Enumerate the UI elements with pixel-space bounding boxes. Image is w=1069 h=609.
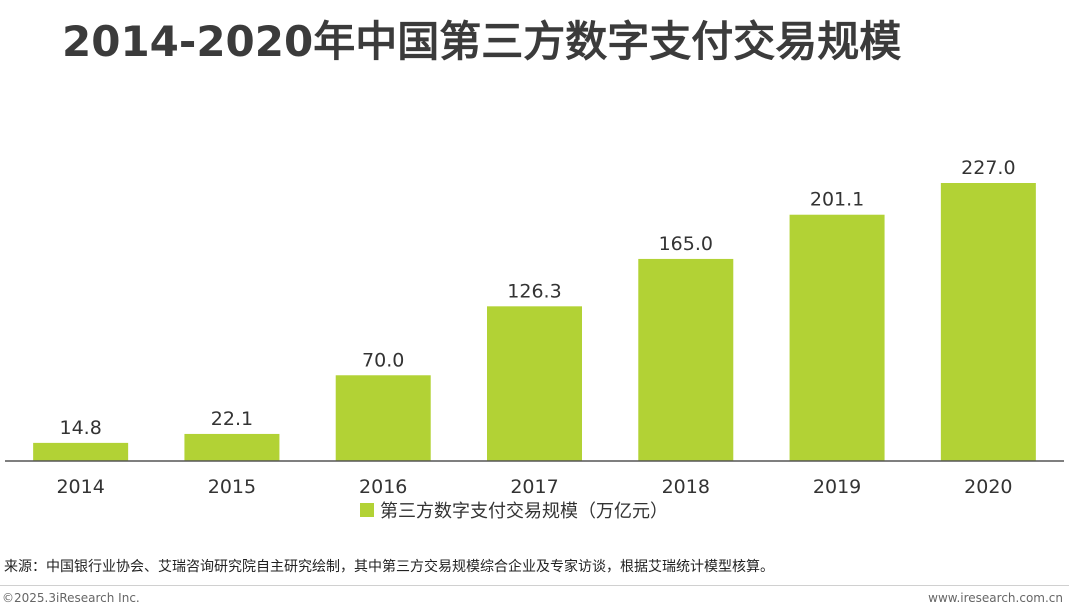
x-tick-2018: 2018: [662, 476, 710, 498]
source-note: 来源：中国银行业协会、艾瑞咨询研究院自主研究绘制，其中第三方交易规模综合企业及专…: [4, 559, 774, 575]
value-label-2015: 22.1: [211, 408, 253, 430]
x-tick-2020: 2020: [964, 476, 1012, 498]
x-tick-2014: 2014: [56, 476, 104, 498]
x-tick-2015: 2015: [208, 476, 256, 498]
value-label-2018: 165.0: [659, 233, 713, 255]
x-tick-2017: 2017: [510, 476, 558, 498]
bar-2015: [184, 433, 280, 461]
value-label-2014: 14.8: [59, 417, 101, 439]
legend-label: 第三方数字支付交易规模（万亿元）: [380, 501, 668, 522]
footer-divider: [0, 585, 1069, 586]
value-label-2019: 201.1: [810, 189, 864, 211]
x-tick-2016: 2016: [359, 476, 407, 498]
value-label-2020: 227.0: [961, 157, 1015, 179]
legend: 第三方数字支付交易规模（万亿元）: [360, 497, 668, 523]
bar-2016: [335, 375, 431, 461]
value-label-2016: 70.0: [362, 349, 404, 371]
website-url: www.iresearch.com.cn: [928, 591, 1063, 605]
page-title: 2014-2020年中国第三方数字支付交易规模: [62, 17, 902, 66]
bar-2017: [487, 306, 582, 461]
legend-swatch: [360, 503, 374, 517]
bar-chart: 14.8 22.1 70.0 126.3 165.0 201.1 227.0 2014 201…: [5, 157, 1064, 498]
copyright: ©2025.3iResearch Inc.: [2, 591, 140, 605]
value-label-2017: 126.3: [507, 280, 561, 302]
bar-2014: [33, 442, 129, 461]
bar-2019: [789, 214, 885, 461]
bar-2018: [638, 258, 734, 461]
bar-2020: [940, 183, 1036, 461]
x-tick-2019: 2019: [813, 476, 861, 498]
